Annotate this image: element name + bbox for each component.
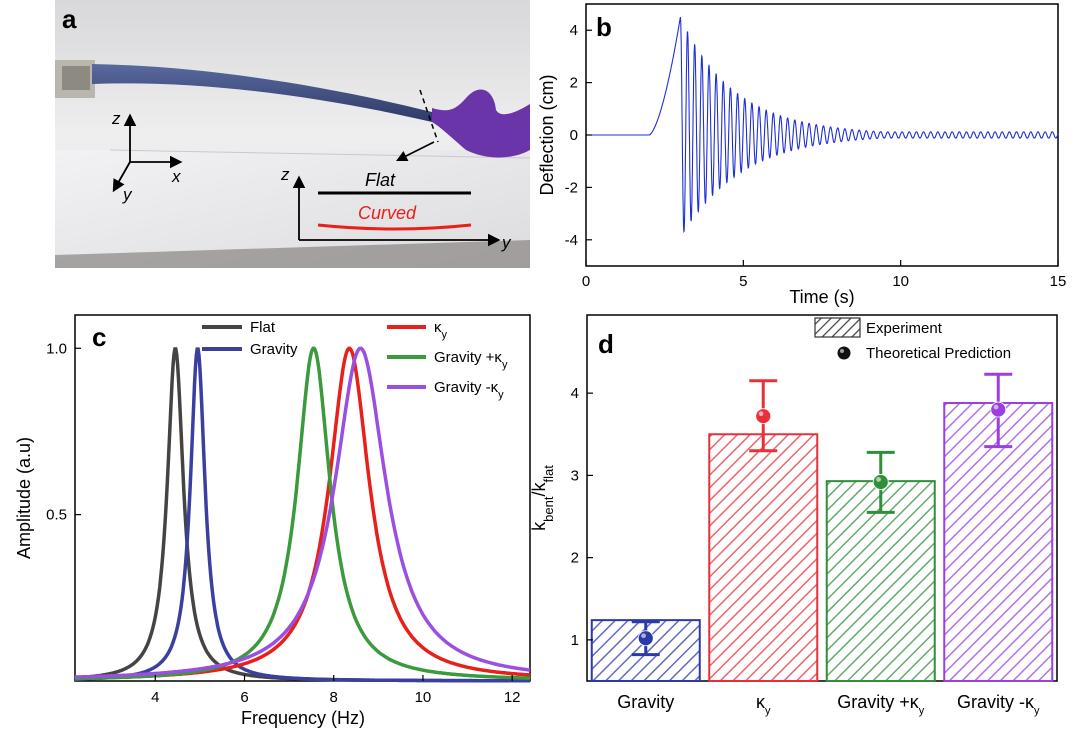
floor-edge	[109, 149, 531, 159]
legend-swatch-theory	[837, 346, 851, 360]
panel-d-frame	[586, 314, 1058, 682]
panel-d-y-tick-label: 4	[571, 385, 579, 402]
axis-z-label: z	[111, 109, 121, 128]
panel-b-y-axis-label: Deflection (cm)	[537, 74, 557, 195]
callout-arrow	[395, 141, 435, 162]
theory-point	[755, 408, 772, 425]
legend-swatch-experiment	[814, 317, 861, 338]
panel-c-series	[74, 346, 531, 683]
clamp-inner	[62, 66, 90, 90]
panel-c-x-tick-label: 8	[330, 689, 338, 706]
panel-d-y-tick-label: 2	[571, 550, 579, 567]
panel-d-legend: Experiment Theoretical Prediction	[814, 317, 1011, 362]
panel-b-y-tick-label: 2	[570, 75, 578, 92]
x-category-label: Gravity	[617, 692, 674, 712]
axis-y-arrow	[112, 161, 131, 193]
panel-b-x-axis-label: Time (s)	[789, 287, 854, 307]
panel-c-label: c	[92, 322, 106, 352]
panel-c: 4 6 8 10 12 1.0 0.5 Flat Gravity κy Gravity +κy Gr…	[14, 314, 531, 728]
panel-a-label: a	[62, 4, 77, 34]
deflection-series-line	[586, 17, 1059, 234]
panel-d-bars: Gravity κy Gravity +κy Gravity -κy	[590, 372, 1054, 717]
panel-d-label: d	[598, 329, 614, 359]
strip-cross-section-marker	[419, 89, 439, 143]
panel-c-x-tick-label: 6	[240, 689, 248, 706]
panel-c-y-axis-label: Amplitude (a.u)	[14, 437, 34, 559]
photo-floor	[55, 150, 530, 268]
legend-experiment: Experiment	[866, 320, 943, 337]
curved-label: Curved	[358, 203, 417, 223]
legend-entry: Flat	[250, 319, 276, 336]
panel-c-x-axis-label: Frequency (Hz)	[241, 708, 365, 728]
theory-point	[990, 401, 1007, 418]
x-category-label: Gravity +κy	[837, 692, 925, 717]
legend-entry: Gravity	[250, 341, 298, 358]
panel-c-y-tick-label: 1.0	[46, 340, 67, 357]
legend-swatch-theory-highlight	[840, 349, 844, 353]
inset-axis-y-label: y	[501, 233, 512, 252]
theory-point	[637, 630, 654, 647]
series-line-gravity-y	[74, 346, 531, 681]
legend-entry: κy	[434, 319, 448, 341]
theory-point-highlight	[641, 633, 646, 639]
theory-point	[872, 474, 889, 490]
series-line--y	[74, 346, 531, 681]
panel-b-y-tick-label: -2	[565, 179, 578, 196]
inset-axis-z-label: z	[280, 165, 290, 184]
panel-b-x-tick-label: 0	[582, 273, 590, 290]
panel-b-y-tick-label: 0	[570, 127, 578, 144]
panel-c-legend: Flat Gravity κy Gravity +κy Gravity -κy	[202, 319, 508, 401]
panel-b-ticks: 0 5 10 15 4 2 0 -2 -4	[565, 22, 1067, 290]
panel-b-x-tick-label: 10	[892, 273, 909, 290]
panel-c-y-tick-label: 0.5	[46, 507, 67, 524]
panel-b: 0 5 10 15 4 2 0 -2 -4 b Time (s) Deflection (cm)	[537, 3, 1067, 307]
axis-y-label: y	[122, 185, 133, 204]
legend-entry: Gravity -κy	[434, 379, 504, 401]
theory-point-highlight	[993, 404, 999, 410]
legend-entry: Gravity +κy	[434, 349, 508, 371]
panel-c-x-tick-label: 4	[151, 689, 159, 706]
theory-point-highlight	[876, 477, 881, 482]
panel-a: z x y z y Flat Curved a	[55, 0, 531, 268]
theory-point-highlight	[758, 411, 764, 417]
panel-c-ticks: 4 6 8 10 12 1.0 0.5	[46, 340, 520, 706]
panel-d: Gravity κy Gravity +κy Gravity -κy 1 2 3 4 Exp…	[529, 314, 1058, 717]
panel-d-y-axis-label: kbent/kflat	[529, 465, 556, 531]
panel-b-y-tick-label: 4	[570, 22, 578, 39]
legend-theory: Theoretical Prediction	[866, 345, 1011, 362]
table-edge	[55, 240, 530, 268]
axis-x-label: x	[171, 167, 181, 186]
panel-b-x-tick-label: 15	[1050, 273, 1067, 290]
panel-c-x-tick-label: 12	[504, 689, 521, 706]
polymer-strip	[92, 64, 432, 122]
series-line-gravity-y	[74, 346, 531, 679]
panel-d-y-tick-label: 1	[571, 632, 579, 649]
bar-experiment	[825, 480, 936, 682]
panel-c-x-tick-label: 10	[415, 689, 432, 706]
panel-b-label: b	[596, 12, 612, 42]
panel-d-y-tick-label: 3	[571, 467, 579, 484]
flat-label: Flat	[365, 170, 396, 190]
bar-experiment	[943, 402, 1054, 682]
series-line-gravity	[75, 347, 530, 683]
panel-c-frame	[74, 314, 531, 682]
x-category-label: κy	[756, 692, 771, 717]
curved-profile	[317, 223, 472, 231]
panel-b-y-tick-label: -4	[565, 232, 578, 249]
series-line-flat	[75, 347, 530, 683]
bar-experiment	[708, 433, 819, 682]
x-category-label: Gravity -κy	[957, 692, 1040, 717]
panel-b-x-tick-label: 5	[739, 273, 747, 290]
panel-d-ticks: 1 2 3 4	[571, 385, 593, 649]
gloved-finger	[432, 89, 530, 158]
